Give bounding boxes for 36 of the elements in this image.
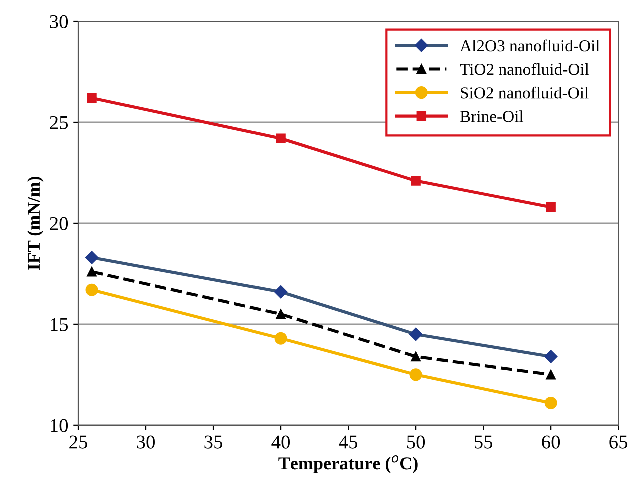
point [546, 370, 556, 380]
point [274, 286, 288, 299]
x-tick-label: 50 [407, 436, 426, 449]
point [87, 267, 97, 277]
point [409, 328, 423, 342]
x-axis-title: Temperature ($^{o}$C) [278, 456, 418, 474]
point [546, 202, 556, 212]
x-tick-label: 55 [474, 436, 493, 449]
point [86, 284, 98, 296]
y-axis-title: IFT (mN/m) [27, 177, 44, 270]
y-tick-label: 20 [50, 217, 68, 230]
x-tick-label: 65 [610, 436, 628, 449]
point [410, 368, 422, 382]
y-tick-label: 25 [50, 116, 68, 130]
legend-label: TiO2 nanofluid-Oil [460, 63, 590, 76]
x-tick-label: 35 [204, 436, 222, 449]
point [544, 350, 558, 364]
point [544, 396, 558, 410]
x-tick-label: 40 [272, 436, 290, 449]
x-tick-label: 30 [137, 436, 155, 449]
y-tick-label: 10 [51, 419, 68, 432]
point [87, 93, 97, 104]
x-tick-label: 60 [542, 436, 560, 449]
x-tick-label: 25 [70, 436, 88, 449]
point [276, 309, 286, 320]
y-tick-label: 30 [50, 15, 68, 28]
legend-label: SiO2 nanofluid-Oil [461, 86, 589, 99]
point [411, 176, 421, 186]
legend-label: Al2O3 nanofluid-Oil [460, 40, 600, 52]
x-tick-label: 45 [339, 436, 358, 449]
legend-label: Brine-Oil [460, 110, 524, 122]
point [274, 332, 288, 345]
point [85, 251, 99, 264]
point [276, 134, 286, 144]
y-tick-label: 15 [51, 318, 68, 332]
point [411, 352, 421, 362]
